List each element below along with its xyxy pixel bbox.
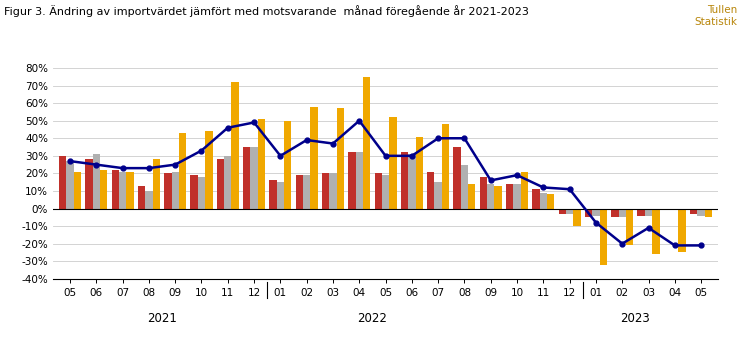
Bar [494, 186, 502, 208]
Bar [250, 147, 258, 208]
Bar [85, 159, 93, 208]
Bar [532, 189, 540, 208]
Bar [427, 172, 435, 208]
Bar [637, 208, 645, 216]
Bar [521, 172, 528, 208]
Bar [652, 208, 659, 254]
Bar [231, 82, 239, 208]
Bar [191, 175, 198, 208]
Bar [416, 136, 423, 208]
Bar [217, 159, 224, 208]
Bar [705, 208, 712, 217]
Bar [480, 177, 487, 208]
Bar [611, 208, 618, 217]
Bar [374, 173, 382, 208]
Bar [243, 147, 250, 208]
Bar [671, 208, 678, 210]
Bar [284, 121, 291, 208]
Bar [513, 184, 521, 208]
Bar [258, 119, 265, 208]
Bar [678, 208, 686, 252]
Bar [277, 182, 284, 208]
Bar [198, 177, 205, 208]
Bar [93, 154, 100, 208]
Bar [153, 159, 160, 208]
Bar [145, 191, 153, 208]
Bar [336, 108, 344, 208]
Bar [547, 194, 554, 208]
Bar [349, 152, 355, 208]
Bar [382, 175, 389, 208]
Bar [585, 208, 592, 217]
Bar [363, 77, 370, 208]
Bar [698, 208, 705, 216]
Bar [506, 184, 513, 208]
Bar [355, 152, 363, 208]
Bar [618, 208, 626, 217]
Bar [322, 173, 330, 208]
Text: 2022: 2022 [358, 312, 387, 325]
Bar [401, 152, 408, 208]
Bar [126, 172, 134, 208]
Bar [138, 186, 145, 208]
Bar [645, 208, 652, 216]
Bar [205, 131, 212, 208]
Bar [67, 161, 73, 208]
Bar [112, 170, 119, 208]
Bar [179, 133, 186, 208]
Bar [119, 172, 126, 208]
Bar [172, 172, 179, 208]
Bar [303, 175, 311, 208]
Bar [408, 154, 416, 208]
Text: Tullen
Statistik: Tullen Statistik [694, 5, 737, 27]
Bar [559, 208, 566, 214]
Bar [454, 147, 460, 208]
Bar [487, 184, 494, 208]
Bar [73, 172, 81, 208]
Bar [468, 184, 476, 208]
Bar [164, 173, 172, 208]
Text: 2023: 2023 [621, 312, 650, 325]
Bar [690, 208, 698, 214]
Bar [311, 107, 318, 208]
Bar [573, 208, 581, 226]
Text: Figur 3. Ändring av importvärdet jämfört med motsvarande  månad föregående år 20: Figur 3. Ändring av importvärdet jämfört… [4, 5, 528, 17]
Bar [59, 156, 67, 208]
Bar [100, 170, 107, 208]
Bar [592, 208, 600, 216]
Bar [460, 165, 468, 208]
Bar [442, 124, 449, 208]
Bar [224, 156, 231, 208]
Bar [296, 175, 303, 208]
Bar [540, 193, 547, 208]
Text: 2021: 2021 [147, 312, 177, 325]
Bar [389, 117, 397, 208]
Bar [626, 208, 634, 245]
Bar [330, 173, 336, 208]
Bar [435, 182, 442, 208]
Bar [566, 208, 573, 214]
Bar [269, 181, 277, 208]
Bar [664, 208, 671, 210]
Bar [600, 208, 607, 265]
